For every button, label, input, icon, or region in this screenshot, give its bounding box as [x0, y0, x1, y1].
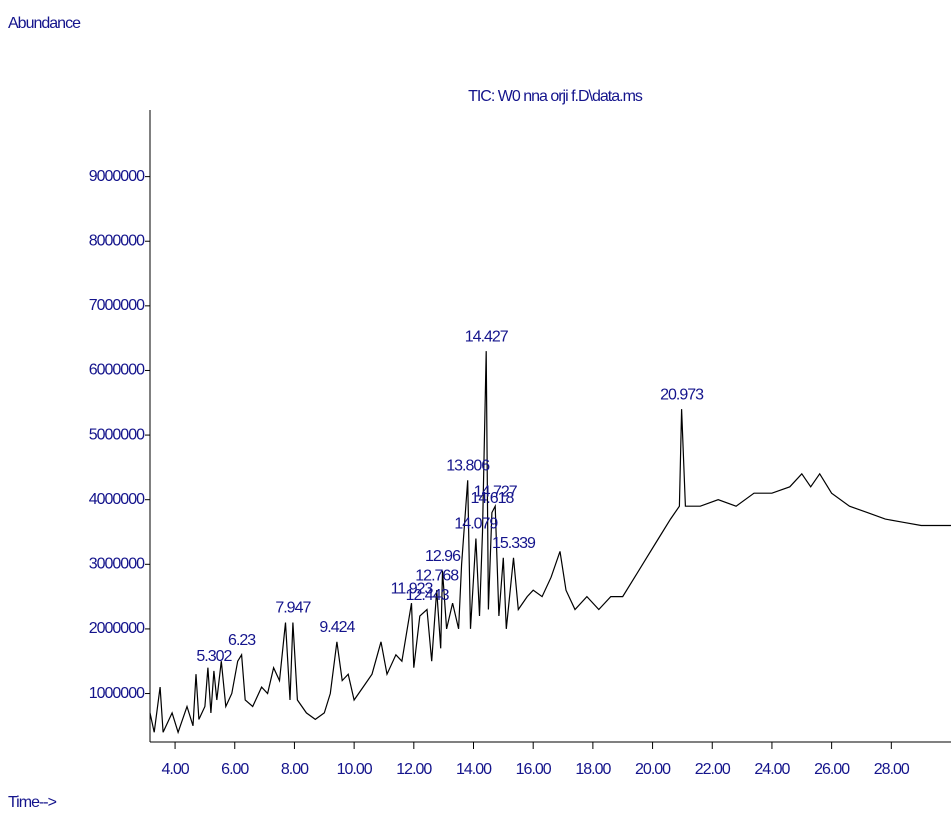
- x-axis-label: Time-->: [8, 794, 57, 811]
- x-tick-label: 14.00: [456, 761, 492, 778]
- y-axis-label: Abundance: [8, 15, 81, 32]
- x-tick-label: 26.00: [814, 761, 850, 778]
- y-tick-label: 9000000: [89, 168, 145, 185]
- peak-label: 13.806: [446, 458, 490, 475]
- peak-label: 7.947: [275, 600, 311, 617]
- peak-label: 14.618: [470, 490, 514, 507]
- y-tick-label: 6000000: [89, 362, 145, 379]
- x-tick-label: 10.00: [337, 761, 373, 778]
- y-tick-label: 1000000: [89, 685, 145, 702]
- peak-label: 5.302: [196, 648, 232, 665]
- x-tick-label: 8.00: [281, 761, 309, 778]
- peak-label: 20.973: [660, 386, 704, 403]
- y-tick-label: 5000000: [89, 426, 145, 443]
- peak-label: 15.339: [492, 535, 536, 552]
- x-tick-label: 16.00: [516, 761, 552, 778]
- y-tick-label: 8000000: [89, 232, 145, 249]
- x-tick-label: 22.00: [695, 761, 731, 778]
- peak-label: 14.727: [474, 483, 518, 500]
- peak-label: 14.427: [465, 328, 509, 345]
- x-tick-label: 24.00: [754, 761, 790, 778]
- x-tick-label: 18.00: [575, 761, 611, 778]
- y-tick-label: 4000000: [89, 491, 145, 508]
- peak-label: 12.768: [415, 567, 459, 584]
- y-tick-label: 7000000: [89, 297, 145, 314]
- peak-label: 12.96: [425, 548, 461, 565]
- x-tick-label: 28.00: [874, 761, 910, 778]
- peak-label: 12.443: [406, 587, 450, 604]
- chart-title: TIC: W0 nna orji f.D\data.ms: [468, 88, 643, 105]
- y-tick-label: 3000000: [89, 556, 145, 573]
- peak-label: 6.23: [228, 632, 256, 649]
- peak-label: 9.424: [319, 619, 355, 636]
- x-tick-label: 20.00: [635, 761, 671, 778]
- x-tick-label: 6.00: [221, 761, 249, 778]
- tic-trace: [149, 351, 951, 735]
- peak-label: 11.923: [391, 580, 434, 597]
- x-tick-label: 4.00: [161, 761, 189, 778]
- y-tick-label: 2000000: [89, 620, 145, 637]
- x-tick-label: 12.00: [396, 761, 432, 778]
- peak-label: 14.079: [454, 516, 498, 533]
